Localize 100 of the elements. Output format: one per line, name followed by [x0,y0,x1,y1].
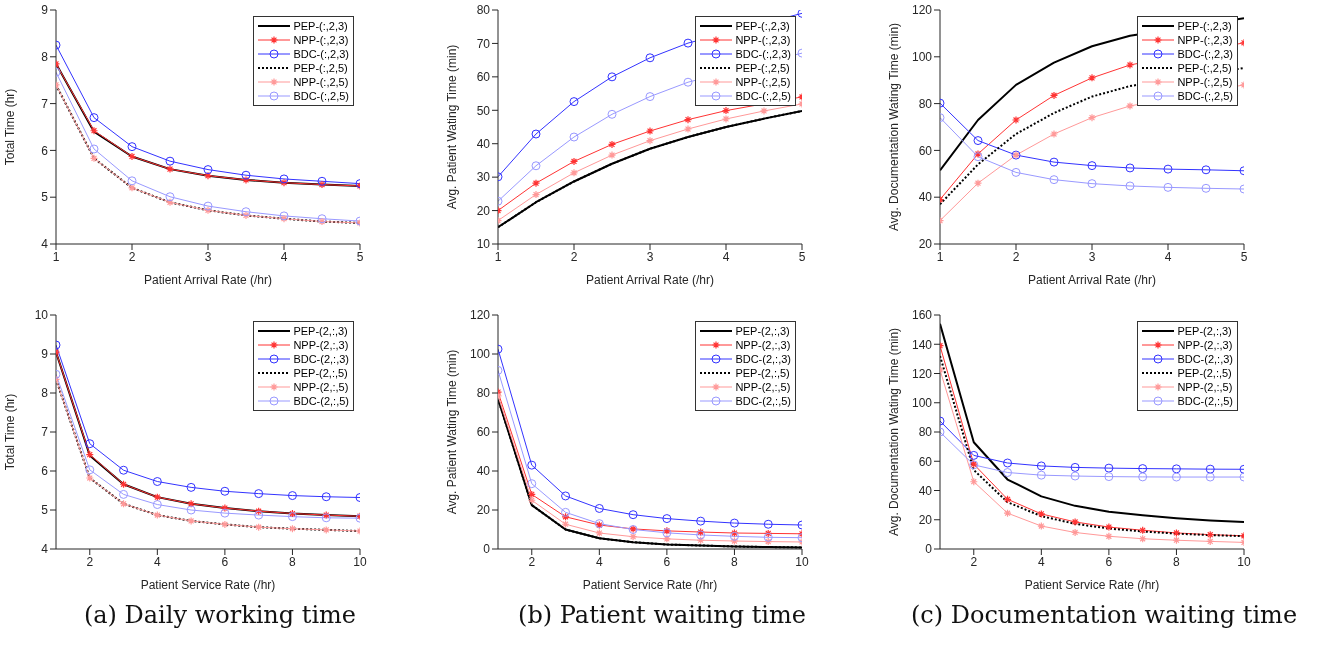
x-tick-label: 5 [798,249,806,264]
y-tick-label: 100 [911,50,933,65]
point [569,97,579,107]
x-tick-label: 6 [221,554,229,569]
point [595,528,604,538]
y-tick-label: 5 [41,190,49,205]
point [759,106,769,116]
legend-label: NPP-(2,:,5) [1177,380,1233,394]
point [203,171,213,180]
point [594,503,604,513]
y-axis-title: Total Time (hr) [3,88,18,166]
text: (b) Patient waiting time [517,601,807,629]
point [203,165,213,175]
y-tick-label: 0 [925,542,933,557]
point [241,211,251,220]
point [127,152,137,161]
point [662,514,672,524]
point [729,518,739,528]
y-tick-label: 9 [41,3,49,18]
point [607,150,617,160]
point [287,491,297,501]
point [645,136,655,145]
point [1205,472,1215,482]
legend-label: NPP-(:,2,5) [1177,75,1233,89]
x-tick-label: 4 [722,249,730,264]
point [220,508,230,518]
point [1125,181,1135,191]
y-tick-label: 4 [41,237,49,252]
legend-label: BDC-(:,2,5) [1177,89,1233,103]
y-axis-title: Avg. Patient Wating Time (min) [445,44,460,210]
point [1205,464,1215,474]
point [569,157,579,166]
point [1036,470,1046,480]
point [721,106,731,115]
legend-label: PEP-(:,2,5) [1177,61,1232,75]
y-tick-label: 40 [476,464,491,479]
y-tick-label: 4 [41,542,49,557]
point [527,479,537,489]
point [1049,129,1059,139]
point [730,536,739,546]
y-tick-label: 60 [918,143,933,158]
legend-label: PEP-(2,:,3) [1177,324,1232,338]
point [561,520,570,529]
point [527,490,536,499]
point [1037,509,1046,518]
y-tick-label: 60 [476,70,491,85]
point [153,510,162,520]
y-tick-label: 0 [483,542,491,557]
y-axis-title: Avg. Documentation Wating Time (min) [887,327,902,537]
point [1070,471,1080,481]
legend-label: PEP-(2,:,5) [293,366,348,380]
legend-label: BDC-(:,2,3) [1177,47,1233,61]
x-tick-label: 8 [1173,554,1181,569]
y-tick-label: 7 [41,96,49,111]
x-tick-label: 8 [289,554,297,569]
point [119,465,129,475]
point [322,525,331,534]
line-series [940,322,1244,523]
point [1011,115,1021,125]
x-tick-label: 2 [970,554,978,569]
point [127,183,137,192]
point [1125,163,1135,173]
legend-label: PEP-(:,2,3) [293,19,348,33]
legend-label: NPP-(2,:,3) [293,338,349,352]
point [127,176,137,186]
point [1201,183,1211,193]
point [973,136,983,146]
legend-label: NPP-(2,:,3) [735,338,791,352]
y-tick-label: 100 [469,347,491,362]
x-tick-label: 4 [153,554,161,569]
point [89,154,99,163]
x-axis-title: Patient Service Rate (/hr) [140,578,276,592]
legend-label: BDC-(2,:,5) [293,394,349,408]
point [973,179,983,188]
point [1138,472,1148,482]
point [683,115,693,124]
x-tick-label: 1 [936,249,944,264]
text: (c) Documentation waiting time [909,601,1299,629]
legend-label: BDC-(2,:,3) [735,352,791,366]
y-tick-label: 60 [918,454,933,469]
y-tick-label: 5 [41,503,49,518]
legend-label: BDC-(2,:,5) [1177,394,1233,408]
x-tick-label: 3 [204,249,212,264]
y-tick-label: 80 [476,3,491,18]
point [1172,528,1181,538]
x-tick-label: 10 [795,554,809,569]
point [165,156,175,166]
y-tick-label: 8 [41,386,49,401]
point [254,489,264,499]
y-tick-label: 6 [41,464,49,479]
x-tick-label: 4 [595,554,603,569]
point [165,192,175,202]
y-tick-label: 20 [476,503,491,518]
point [279,178,289,187]
point [607,140,617,149]
point [1206,537,1215,546]
x-tick-label: 2 [86,554,94,569]
point [85,473,94,483]
y-axis-title: Avg. Patient Wating Time (min) [445,349,460,515]
legend-label: NPP-(:,2,5) [735,75,791,89]
